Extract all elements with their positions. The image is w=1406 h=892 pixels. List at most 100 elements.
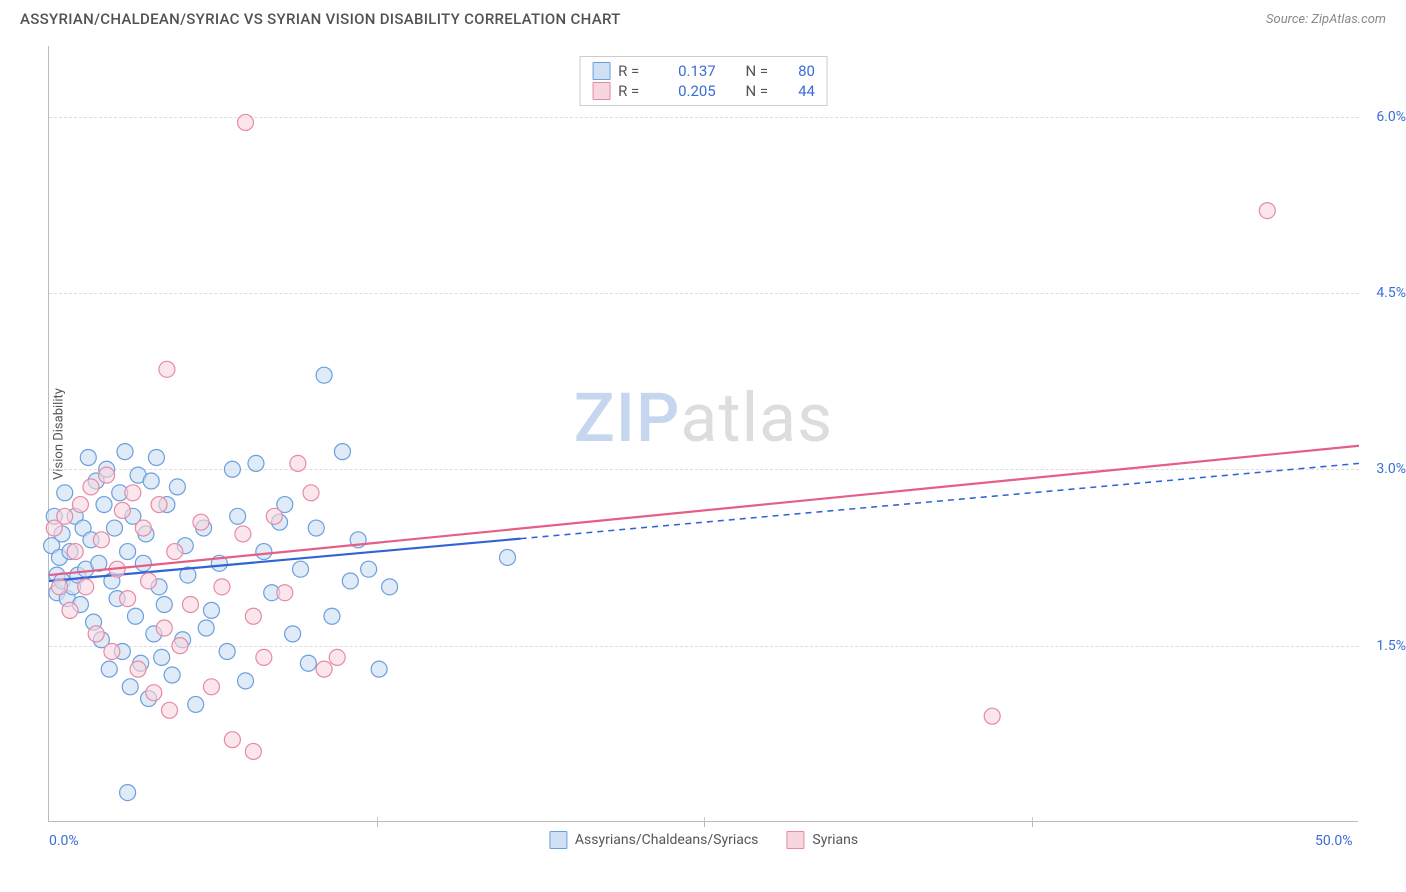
- scatter-point-syrians: [238, 114, 254, 130]
- scatter-point-syrians: [83, 479, 99, 495]
- scatter-point-syrians: [266, 508, 282, 524]
- r-label: R =: [618, 82, 670, 100]
- scatter-point-assyrians: [219, 644, 235, 660]
- legend-label: Assyrians/Chaldeans/Syriacs: [575, 832, 758, 848]
- scatter-point-syrians: [159, 361, 175, 377]
- n-label: N =: [738, 62, 790, 80]
- scatter-point-syrians: [303, 485, 319, 501]
- scatter-point-assyrians: [203, 602, 219, 618]
- legend-item-assyrians: Assyrians/Chaldeans/Syriacs: [549, 831, 758, 849]
- scatter-point-syrians: [51, 579, 67, 595]
- scatter-point-syrians: [172, 638, 188, 654]
- scatter-point-assyrians: [127, 608, 143, 624]
- trend-line-ext-assyrians: [521, 463, 1359, 538]
- x-tick-label: 50.0%: [1315, 833, 1353, 849]
- n-value: 44: [798, 82, 815, 100]
- scatter-point-assyrians: [198, 620, 214, 636]
- y-tick-label: 4.5%: [1376, 285, 1406, 301]
- scatter-point-assyrians: [80, 450, 96, 466]
- scatter-point-assyrians: [120, 544, 136, 560]
- y-tick-label: 6.0%: [1376, 109, 1406, 125]
- y-tick-label: 3.0%: [1376, 461, 1406, 477]
- scatter-point-syrians: [67, 544, 83, 560]
- n-value: 80: [798, 62, 815, 80]
- scatter-point-assyrians: [154, 649, 170, 665]
- scatter-point-syrians: [99, 467, 115, 483]
- scatter-point-assyrians: [238, 673, 254, 689]
- scatter-point-syrians: [104, 644, 120, 660]
- scatter-point-assyrians: [324, 608, 340, 624]
- scatter-point-assyrians: [120, 785, 136, 801]
- legend-item-syrians: Syrians: [786, 831, 858, 849]
- scatter-point-syrians: [130, 661, 146, 677]
- plot-area: Vision Disability ZIPatlas R =0.137 N =8…: [48, 46, 1358, 822]
- scatter-point-syrians: [245, 743, 261, 759]
- scatter-point-syrians: [146, 685, 162, 701]
- scatter-point-syrians: [141, 573, 157, 589]
- scatter-point-syrians: [162, 702, 178, 718]
- scatter-point-assyrians: [169, 479, 185, 495]
- scatter-point-syrians: [214, 579, 230, 595]
- scatter-point-syrians: [182, 596, 198, 612]
- scatter-point-assyrians: [256, 544, 272, 560]
- scatter-point-syrians: [114, 502, 130, 518]
- scatter-point-syrians: [1259, 203, 1275, 219]
- scatter-point-assyrians: [230, 508, 246, 524]
- scatter-point-assyrians: [101, 661, 117, 677]
- scatter-point-assyrians: [135, 555, 151, 571]
- scatter-point-assyrians: [293, 561, 309, 577]
- scatter-point-syrians: [125, 485, 141, 501]
- scatter-point-syrians: [62, 602, 78, 618]
- source-attribution: Source: ZipAtlas.com: [1266, 12, 1386, 27]
- scatter-point-assyrians: [117, 444, 133, 460]
- scatter-point-assyrians: [361, 561, 377, 577]
- scatter-point-assyrians: [188, 696, 204, 712]
- scatter-point-syrians: [224, 732, 240, 748]
- scatter-point-assyrians: [382, 579, 398, 595]
- scatter-point-assyrians: [285, 626, 301, 642]
- r-value: 0.137: [678, 62, 730, 80]
- chart-title: ASSYRIAN/CHALDEAN/SYRIAC VS SYRIAN VISIO…: [20, 10, 621, 28]
- x-tick-label: 0.0%: [49, 833, 79, 849]
- scatter-point-syrians: [57, 508, 73, 524]
- scatter-point-syrians: [329, 649, 345, 665]
- legend-swatch-icon: [592, 62, 610, 80]
- scatter-point-assyrians: [300, 655, 316, 671]
- scatter-point-assyrians: [156, 596, 172, 612]
- n-label: N =: [738, 82, 790, 100]
- scatter-point-assyrians: [248, 455, 264, 471]
- trend-line-syrians: [49, 446, 1359, 575]
- scatter-point-syrians: [235, 526, 251, 542]
- scatter-point-syrians: [93, 532, 109, 548]
- scatter-point-syrians: [203, 679, 219, 695]
- scatter-point-assyrians: [148, 450, 164, 466]
- scatter-point-assyrians: [96, 497, 112, 513]
- scatter-point-assyrians: [143, 473, 159, 489]
- corr-legend-row-assyrians: R =0.137 N =80: [592, 61, 815, 81]
- scatter-point-assyrians: [316, 367, 332, 383]
- series-legend: Assyrians/Chaldeans/Syriacs Syrians: [549, 831, 858, 849]
- scatter-point-syrians: [135, 520, 151, 536]
- scatter-point-syrians: [156, 620, 172, 636]
- scatter-point-assyrians: [164, 667, 180, 683]
- scatter-point-syrians: [277, 585, 293, 601]
- scatter-point-assyrians: [107, 520, 123, 536]
- scatter-point-syrians: [72, 497, 88, 513]
- scatter-point-assyrians: [122, 679, 138, 695]
- scatter-point-assyrians: [57, 485, 73, 501]
- scatter-point-syrians: [151, 497, 167, 513]
- scatter-point-syrians: [88, 626, 104, 642]
- scatter-point-syrians: [316, 661, 332, 677]
- y-tick-label: 1.5%: [1376, 638, 1406, 654]
- r-value: 0.205: [678, 82, 730, 100]
- legend-swatch-icon: [549, 831, 567, 849]
- legend-label: Syrians: [812, 832, 858, 848]
- scatter-point-syrians: [984, 708, 1000, 724]
- scatter-plot-svg: [49, 46, 1359, 822]
- correlation-legend: R =0.137 N =80R =0.205 N =44: [579, 56, 828, 106]
- legend-swatch-icon: [786, 831, 804, 849]
- chart-container: Vision Disability ZIPatlas R =0.137 N =8…: [48, 46, 1358, 822]
- scatter-point-syrians: [245, 608, 261, 624]
- legend-swatch-icon: [592, 82, 610, 100]
- scatter-point-syrians: [193, 514, 209, 530]
